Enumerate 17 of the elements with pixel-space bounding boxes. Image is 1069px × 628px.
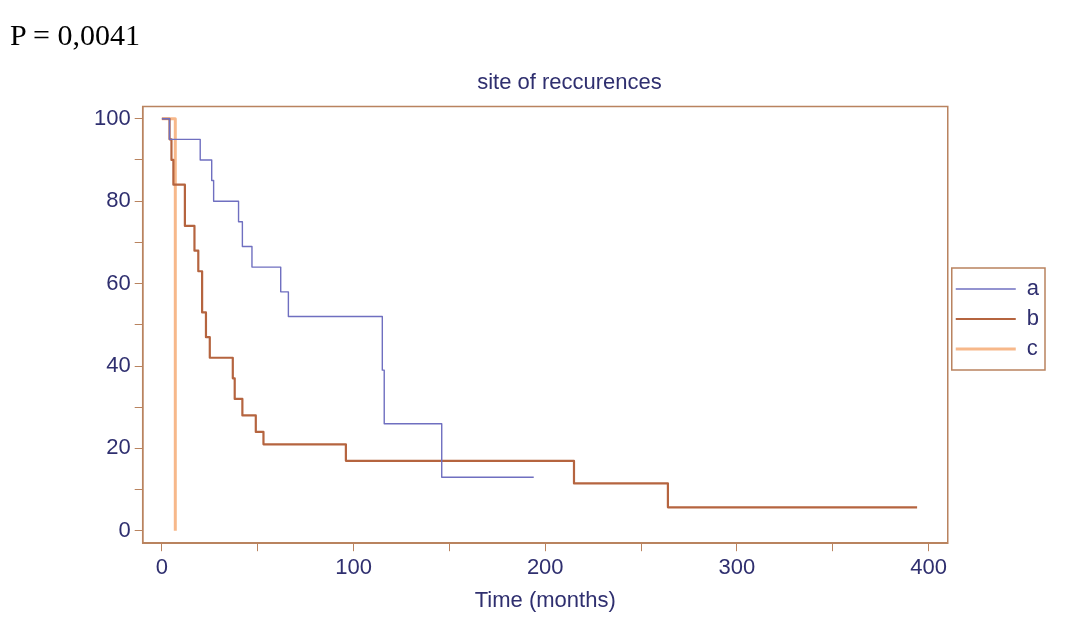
legend-label: b [1026,305,1040,331]
y-tick-label: 80 [106,187,131,213]
chart-title: site of reccurences [477,69,662,95]
x-tick-label: 200 [526,554,564,580]
x-tick-label: 0 [155,554,168,580]
text: P = 0,0041 [10,17,140,51]
x-axis-title: Time (months) [474,586,616,612]
y-tick-label: 60 [106,269,131,295]
y-tick-label: 20 [106,434,131,460]
y-tick-label: 100 [93,104,131,130]
legend-label: a [1026,275,1040,301]
x-tick-label: 100 [335,554,372,580]
x-tick-label: 400 [910,554,947,580]
y-tick-label: 40 [106,352,131,378]
y-tick-label: 0 [118,516,131,542]
x-tick-label: 300 [718,554,756,580]
legend-label: c [1026,335,1038,361]
